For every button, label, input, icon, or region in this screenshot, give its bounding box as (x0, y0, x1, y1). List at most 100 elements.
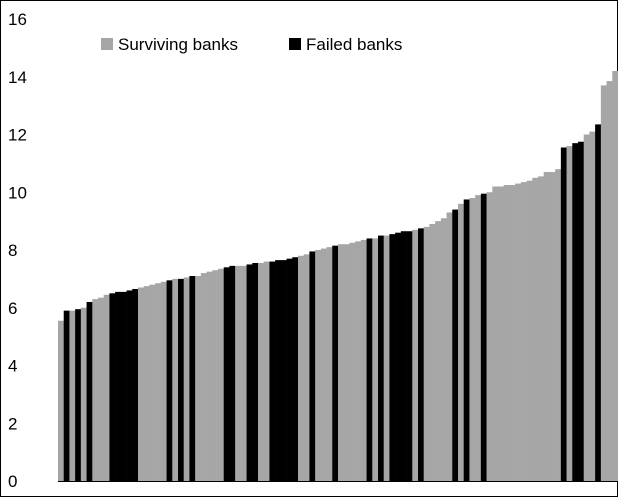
bar-surviving-bank (155, 283, 162, 481)
bar-surviving-bank (360, 239, 367, 481)
bar-failed-bank (252, 262, 259, 481)
bar-surviving-bank (343, 244, 350, 481)
bars (58, 70, 618, 482)
bar-failed-bank (560, 147, 567, 482)
bar-surviving-bank (98, 297, 105, 481)
bar-failed-bank (418, 228, 425, 481)
bar-failed-bank (126, 290, 133, 481)
bar-surviving-bank (612, 70, 618, 481)
bar-surviving-bank (589, 131, 596, 482)
bar-failed-bank (292, 257, 299, 481)
y-tick-label: 4 (8, 357, 17, 376)
bar-surviving-bank (355, 241, 362, 481)
bar-failed-bank (595, 124, 602, 481)
bar-surviving-bank (429, 224, 436, 481)
bar-surviving-bank (263, 261, 270, 481)
legend-label-failed: Failed banks (306, 35, 402, 54)
bar-failed-bank (395, 232, 402, 481)
bar-surviving-bank (69, 310, 76, 481)
bar-surviving-bank (469, 198, 476, 481)
bar-surviving-bank (498, 186, 505, 482)
bar-failed-bank (166, 280, 173, 481)
legend-swatch-failed (289, 38, 301, 50)
bar-surviving-bank (486, 192, 493, 481)
bar-failed-bank (275, 260, 282, 481)
bar-surviving-bank (475, 195, 482, 481)
y-axis-ticks: 0 2 4 6 8 10 12 14 16 (8, 10, 27, 491)
bar-surviving-bank (520, 182, 527, 481)
bar-surviving-bank (440, 218, 447, 482)
bar-surviving-bank (92, 299, 99, 481)
bar-surviving-bank (600, 85, 607, 481)
bar-failed-bank (280, 260, 287, 481)
bar-surviving-bank (172, 278, 179, 482)
bar-surviving-bank (212, 270, 219, 481)
bar-failed-bank (223, 267, 230, 481)
bar-surviving-bank (349, 242, 356, 481)
bar-surviving-bank (338, 244, 345, 481)
bar-failed-bank (406, 231, 413, 481)
bar-failed-bank (229, 265, 236, 481)
bar-surviving-bank (583, 134, 590, 481)
y-tick-label: 6 (8, 299, 17, 318)
bar-surviving-bank (538, 176, 545, 481)
bar-failed-bank (269, 261, 276, 481)
bar-surviving-bank (315, 250, 322, 481)
bar-surviving-bank (206, 271, 213, 481)
bar-surviving-bank (412, 229, 419, 481)
bar-surviving-bank (532, 177, 539, 481)
bar-surviving-bank (326, 247, 333, 481)
bar-surviving-bank (492, 186, 499, 482)
bar-surviving-bank (58, 320, 65, 481)
bar-surviving-bank (372, 238, 379, 481)
bar-failed-bank (332, 245, 339, 481)
bar-surviving-bank (423, 226, 430, 481)
bar-failed-bank (400, 231, 407, 481)
bar-surviving-bank (143, 286, 150, 481)
bar-failed-bank (75, 309, 82, 481)
bar-failed-bank (115, 291, 122, 481)
bar-surviving-bank (80, 307, 87, 481)
bar-surviving-bank (503, 185, 510, 481)
bar-surviving-bank (303, 254, 310, 481)
bar-surviving-bank (138, 287, 145, 481)
bar-surviving-bank (458, 203, 465, 482)
bar-surviving-bank (160, 281, 167, 481)
bar-failed-bank (309, 251, 316, 481)
y-tick-label: 8 (8, 241, 17, 260)
bar-surviving-bank (446, 212, 453, 481)
y-tick-label: 0 (8, 472, 17, 491)
bar-failed-bank (389, 234, 396, 481)
bar-surviving-bank (240, 265, 247, 481)
bar-surviving-bank (515, 183, 522, 481)
bar-failed-bank (132, 288, 139, 481)
legend-label-surviving: Surviving banks (118, 35, 238, 54)
bar-failed-bank (86, 301, 93, 481)
bar-surviving-bank (555, 169, 562, 481)
y-tick-label: 16 (8, 10, 27, 29)
bar-failed-bank (178, 278, 185, 482)
bar-surviving-bank (235, 265, 242, 481)
bar-surviving-bank (320, 248, 327, 481)
bar-failed-bank (120, 291, 127, 481)
bar-failed-bank (480, 193, 487, 481)
bar-surviving-bank (298, 255, 305, 481)
bar-surviving-bank (258, 262, 265, 481)
bar-surviving-bank (549, 172, 556, 482)
bar-surviving-bank (218, 268, 225, 481)
bar-surviving-bank (543, 172, 550, 482)
bar-failed-bank (246, 264, 253, 481)
legend-swatch-surviving (101, 38, 113, 50)
bar-failed-bank (378, 235, 385, 481)
y-tick-label: 10 (8, 183, 27, 202)
bar-surviving-bank (509, 185, 516, 481)
bar-surviving-bank (606, 81, 613, 481)
bar-surviving-bank (195, 275, 202, 481)
legend: Surviving banks Failed banks (101, 35, 402, 54)
bar-surviving-bank (566, 146, 573, 482)
bar-surviving-bank (200, 273, 207, 481)
y-tick-label: 14 (8, 68, 27, 87)
bar-failed-bank (452, 209, 459, 481)
bar-failed-bank (109, 293, 116, 481)
